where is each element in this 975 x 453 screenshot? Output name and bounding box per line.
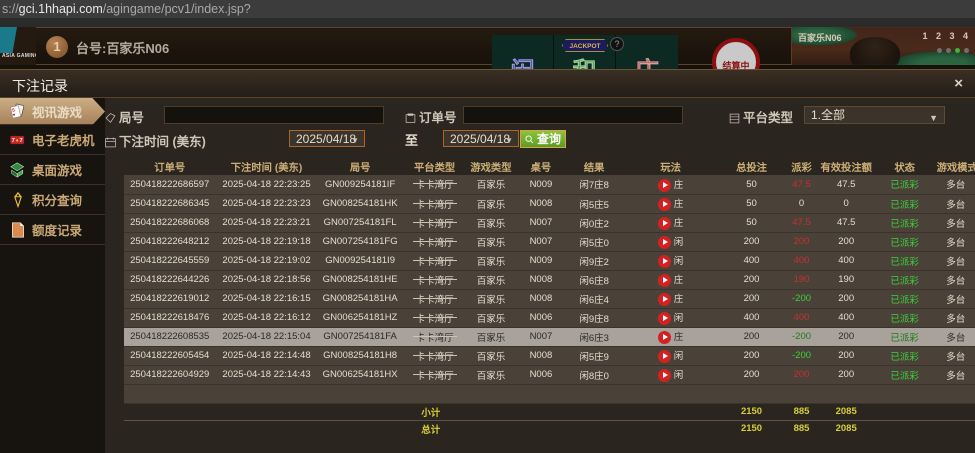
svg-text:7: 7 xyxy=(19,138,22,144)
svg-text:7: 7 xyxy=(12,138,15,144)
svg-text:♦: ♦ xyxy=(16,138,19,144)
